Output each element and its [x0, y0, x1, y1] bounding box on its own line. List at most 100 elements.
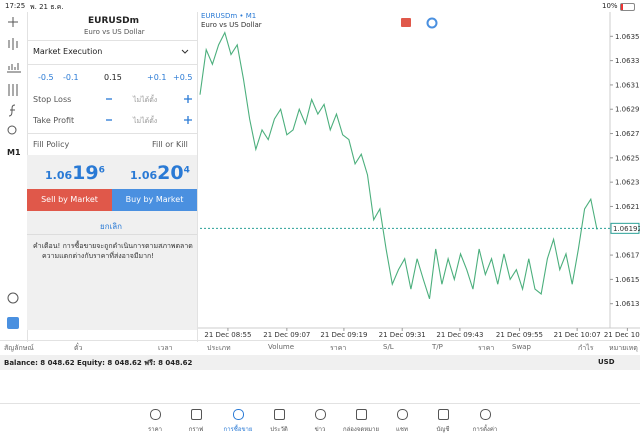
- tab-label[interactable]: กล่องจดหมาย: [342, 426, 380, 433]
- function-icon[interactable]: [8, 104, 16, 117]
- tab-label[interactable]: บัญชี: [436, 426, 450, 433]
- column-header[interactable]: กำไร: [578, 344, 594, 352]
- ask-big: 20: [157, 162, 184, 184]
- y-tick-label: 1.06250: [615, 154, 640, 162]
- column-header[interactable]: Swap: [512, 343, 531, 351]
- take-profit-label: Take Profit: [33, 116, 75, 125]
- divider: [27, 133, 197, 134]
- quote-panel: [27, 155, 197, 330]
- tab-label[interactable]: กราฟ: [188, 426, 204, 433]
- volume-step[interactable]: -0.1: [63, 73, 79, 82]
- status-date: พ. 21 ธ.ค.: [30, 3, 64, 11]
- volume[interactable]: 0.15: [104, 73, 122, 82]
- tab-icon[interactable]: [315, 409, 326, 420]
- tab-icon[interactable]: [480, 409, 491, 420]
- y-tick-label: 1.06210: [615, 203, 640, 211]
- plus-button[interactable]: [184, 95, 192, 103]
- chart-title: EURUSDm • M1: [201, 12, 256, 20]
- objects-icon[interactable]: [7, 125, 17, 135]
- summary-row: [0, 355, 640, 370]
- ask-small: 4: [183, 165, 190, 176]
- warning-line: คำเตือน! การซื้อขายจะถูกดำเนินการตามสภาพ…: [33, 242, 193, 250]
- panel-divider: [197, 12, 198, 342]
- column-header[interactable]: ราคา: [478, 344, 495, 352]
- tab-label[interactable]: ประวัติ: [270, 426, 288, 433]
- tab-label[interactable]: ข่าว: [314, 426, 326, 433]
- x-tick-label: 21 Dec 10:19: [604, 331, 640, 339]
- stop-loss-label: Stop Loss: [33, 95, 72, 104]
- tab-icon[interactable]: [356, 409, 367, 420]
- volume-step[interactable]: +0.5: [173, 73, 193, 82]
- column-header[interactable]: S/L: [383, 343, 394, 351]
- status-time: 17:25: [5, 2, 26, 10]
- tab-icon[interactable]: [150, 409, 161, 420]
- execution-type[interactable]: Market Execution: [33, 47, 103, 56]
- column-header[interactable]: ราคา: [330, 344, 347, 352]
- tab-icon[interactable]: [397, 409, 408, 420]
- y-tick-label: 1.06230: [615, 179, 640, 187]
- search-icon[interactable]: [7, 292, 19, 304]
- divider: [0, 403, 640, 404]
- currency: USD: [598, 358, 615, 366]
- y-tick-label: 1.06270: [615, 130, 640, 138]
- symbol[interactable]: EURUSDm: [88, 16, 140, 26]
- chart-icon[interactable]: [426, 17, 438, 29]
- x-tick-label: 21 Dec 08:55: [204, 331, 251, 339]
- y-tick-label: 1.06330: [615, 57, 640, 65]
- buy-button[interactable]: Buy by Market: [112, 189, 197, 211]
- tab-label[interactable]: แชท: [396, 426, 408, 433]
- sell-button[interactable]: Sell by Market: [27, 189, 112, 211]
- symbol-description: Euro vs US Dollar: [84, 28, 145, 36]
- toolbar-icons: [7, 17, 21, 329]
- volume-step[interactable]: +0.1: [147, 73, 167, 82]
- plus-button[interactable]: [184, 116, 192, 124]
- one-click-icon[interactable]: [401, 18, 411, 27]
- x-tick-label: 21 Dec 09:19: [320, 331, 367, 339]
- current-price-label: 1.06192: [613, 225, 640, 233]
- stop-loss-value[interactable]: ไม่ได้ตั้ง: [133, 96, 158, 104]
- tab-label[interactable]: การตั้งค่า: [472, 426, 498, 433]
- tab-label[interactable]: การซื้อขาย: [223, 426, 253, 433]
- volume-step[interactable]: -0.5: [38, 73, 54, 82]
- column-header[interactable]: สัญลักษณ์: [4, 344, 34, 352]
- y-tick-label: 1.06170: [615, 252, 640, 260]
- tab-icon[interactable]: [274, 409, 285, 420]
- chart-subtitle: Euro vs US Dollar: [201, 21, 262, 29]
- candles-icon[interactable]: [8, 38, 18, 50]
- current-price-tag: [610, 222, 640, 234]
- column-header[interactable]: Volume: [268, 343, 295, 351]
- bid-price: 1.06196: [45, 162, 105, 184]
- column-header[interactable]: ประเภท: [207, 344, 231, 352]
- divider: [27, 234, 197, 235]
- y-tick-label: 1.06150: [615, 276, 640, 284]
- indicators-icon[interactable]: [8, 84, 18, 96]
- fill-policy-label: Fill Policy: [33, 140, 70, 149]
- bars-icon[interactable]: [7, 63, 21, 73]
- bid-prefix: 1.06: [45, 169, 73, 182]
- cancel-button[interactable]: ยกเลิก: [100, 222, 123, 231]
- status-battery: 10%: [602, 2, 618, 10]
- column-header[interactable]: T/P: [432, 343, 443, 351]
- crosshair-icon[interactable]: [8, 17, 18, 27]
- y-tick-label: 1.06130: [615, 300, 640, 308]
- x-tick-label: 21 Dec 09:43: [436, 331, 483, 339]
- fill-policy-value[interactable]: Fill or Kill: [152, 140, 188, 149]
- bid-small: 6: [98, 165, 105, 176]
- take-profit-value[interactable]: ไม่ได้ตั้ง: [133, 117, 158, 125]
- column-header[interactable]: ตั๋ว: [74, 344, 83, 352]
- bid-big: 19: [72, 162, 99, 184]
- x-tick-label: 21 Dec 09:07: [263, 331, 310, 339]
- column-header[interactable]: หมายเหตุ: [609, 344, 638, 352]
- timeframe[interactable]: M1: [7, 148, 21, 157]
- trade-icon[interactable]: [7, 317, 19, 329]
- ask-price: 1.06204: [130, 162, 190, 184]
- tab-icon[interactable]: [191, 409, 202, 420]
- divider: [27, 40, 197, 41]
- warning-line: ความแตกต่างกับราคาที่ส่งอาจมีมาก!: [42, 252, 155, 260]
- tab-icon[interactable]: [438, 409, 449, 420]
- tab-icon[interactable]: [233, 409, 244, 420]
- divider: [0, 340, 640, 341]
- tab-label[interactable]: ราคา: [148, 426, 162, 433]
- column-header[interactable]: เวลา: [158, 344, 173, 352]
